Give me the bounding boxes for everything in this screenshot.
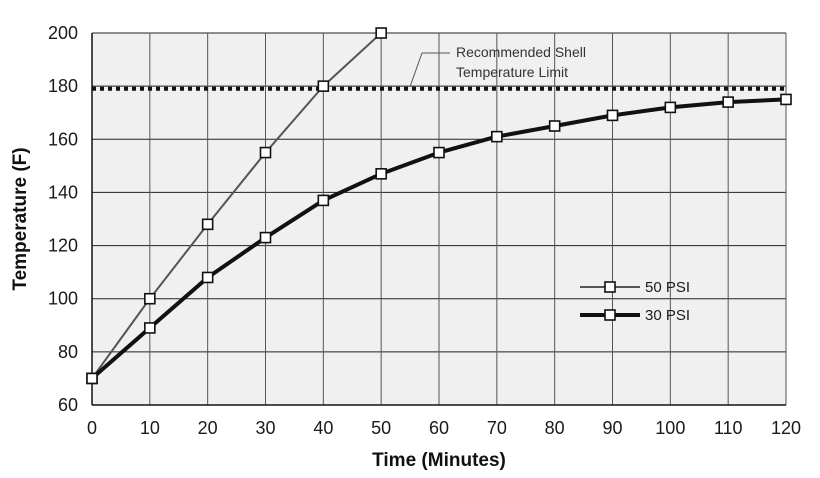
x-tick-label: 80 xyxy=(545,418,565,438)
reference-label-line2: Temperature Limit xyxy=(456,64,568,80)
data-point xyxy=(144,292,156,305)
legend-label-0: 50 PSI xyxy=(645,279,690,296)
data-point xyxy=(722,96,734,108)
x-tick-label: 50 xyxy=(371,418,391,438)
data-point xyxy=(375,168,387,180)
data-point xyxy=(201,218,214,231)
reference-label-line1: Recommended Shell xyxy=(456,44,586,60)
x-tick-label: 110 xyxy=(714,418,743,438)
x-tick-label: 40 xyxy=(313,418,333,438)
data-point xyxy=(86,372,98,385)
x-tick-label: 60 xyxy=(429,418,449,438)
y-tick-label: 60 xyxy=(58,395,78,415)
series-line-0 xyxy=(91,32,382,379)
data-point xyxy=(433,146,445,159)
y-tick-label: 80 xyxy=(58,342,78,362)
legend-label-1: 30 PSI xyxy=(645,307,690,324)
data-point xyxy=(491,130,503,143)
legend-marker-0 xyxy=(604,281,616,293)
data-point xyxy=(548,120,561,132)
y-axis-title: Temperature (F) xyxy=(10,147,31,290)
data-point xyxy=(144,322,156,334)
data-point xyxy=(780,93,792,106)
y-tick-label: 180 xyxy=(48,76,78,96)
y-tick-label: 100 xyxy=(48,289,78,309)
data-point xyxy=(664,101,677,114)
x-tick-label: 30 xyxy=(255,418,275,438)
legend: 50 PSI 30 PSI xyxy=(580,279,690,324)
x-tick-label: 10 xyxy=(140,418,160,438)
data-point xyxy=(375,27,387,39)
data-point xyxy=(201,271,214,284)
y-tick-label: 120 xyxy=(48,236,78,256)
x-tick-label: 70 xyxy=(487,418,507,438)
series-group xyxy=(86,27,792,385)
tick-labels: 60 80 100 120 140 160 180 200 0 10 20 30 40 50 60 70 80 9… xyxy=(48,23,801,438)
y-tick-label: 140 xyxy=(48,182,78,202)
y-tick-label: 160 xyxy=(48,129,78,149)
legend-marker-1 xyxy=(604,309,616,321)
data-point xyxy=(317,194,330,207)
x-tick-label: 20 xyxy=(198,418,218,438)
x-tick-label: 120 xyxy=(771,418,801,438)
data-point xyxy=(606,109,619,122)
x-tick-label: 0 xyxy=(87,418,97,438)
x-tick-label: 90 xyxy=(602,418,622,438)
x-axis-title: Time (Minutes) xyxy=(372,450,506,471)
data-point xyxy=(317,80,330,92)
data-point xyxy=(259,146,272,159)
y-tick-label: 200 xyxy=(48,23,78,43)
reference-leader-line xyxy=(409,52,423,87)
reference-line-group: Recommended Shell Temperature Limit xyxy=(92,44,786,91)
x-tick-label: 100 xyxy=(655,418,685,438)
data-point xyxy=(259,231,272,244)
